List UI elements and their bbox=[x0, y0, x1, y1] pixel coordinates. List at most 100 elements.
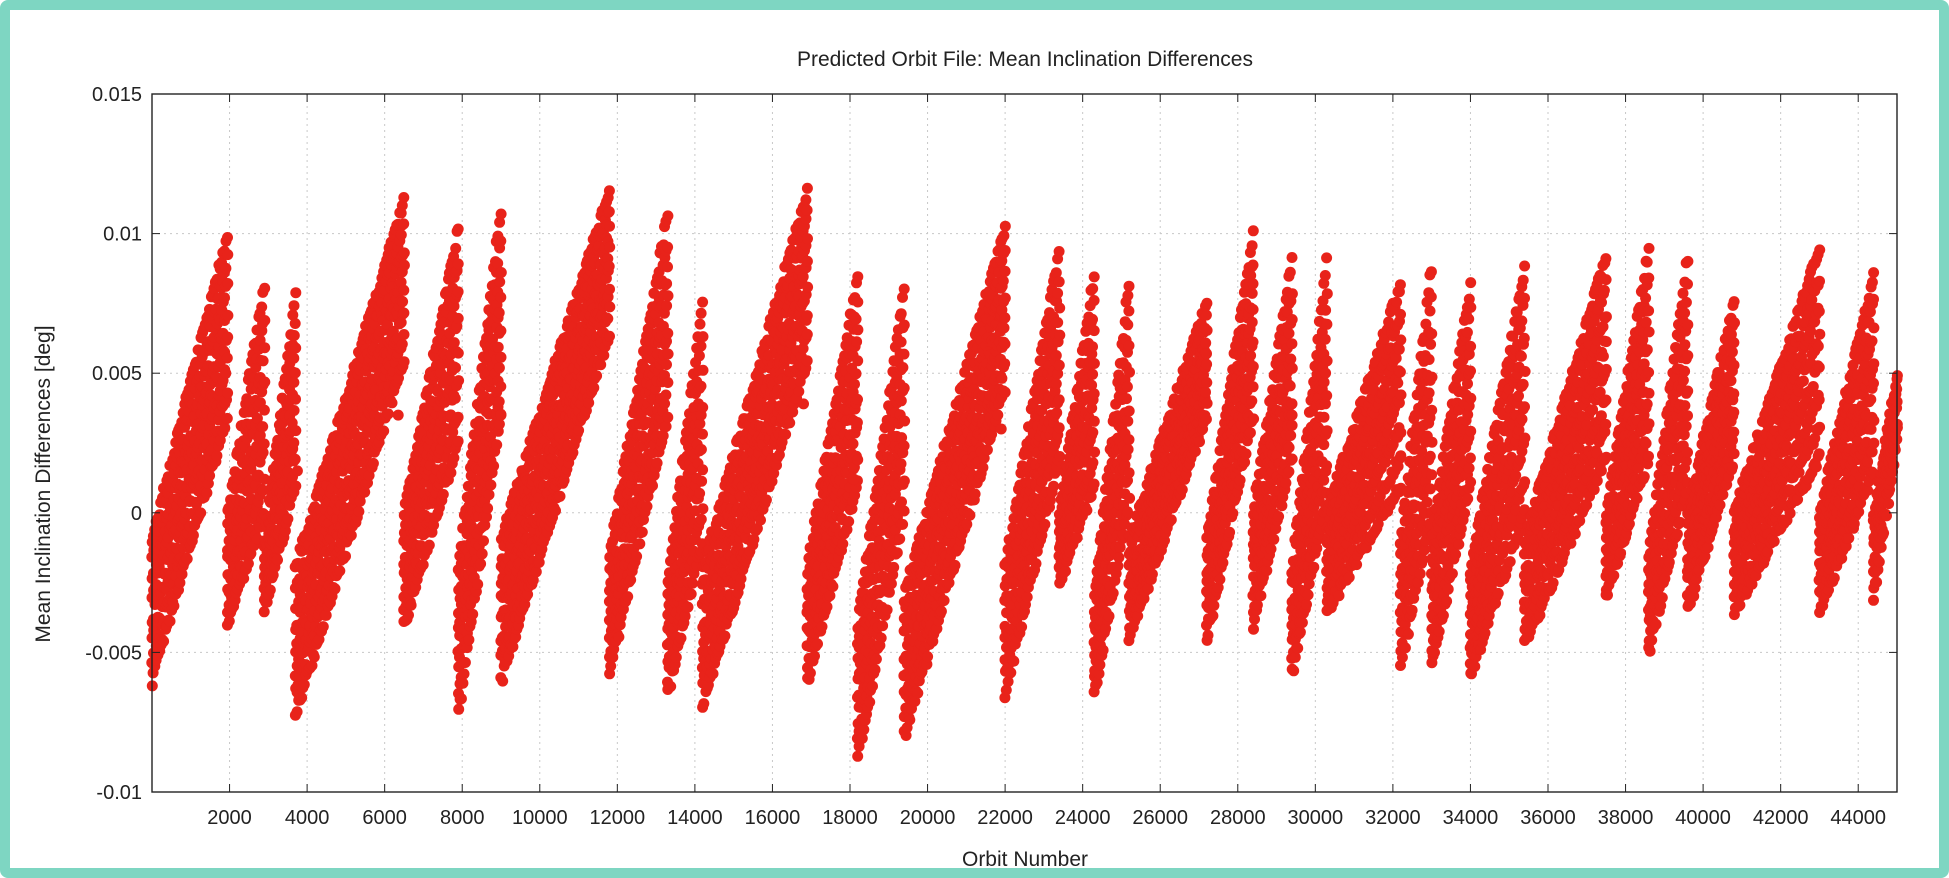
data-point bbox=[852, 454, 864, 466]
data-point bbox=[398, 284, 410, 296]
data-point bbox=[898, 283, 910, 295]
data-point bbox=[491, 439, 503, 451]
data-point bbox=[662, 348, 674, 360]
data-point bbox=[816, 621, 828, 633]
data-point bbox=[804, 667, 816, 679]
data-point bbox=[697, 503, 709, 515]
data-point bbox=[999, 358, 1011, 370]
data-point bbox=[437, 488, 449, 500]
data-point bbox=[999, 265, 1011, 277]
data-point bbox=[223, 615, 235, 627]
data-point bbox=[176, 568, 188, 580]
data-point bbox=[288, 330, 300, 341]
data-point bbox=[802, 281, 814, 293]
data-point bbox=[222, 310, 234, 321]
data-point bbox=[660, 389, 672, 401]
data-point bbox=[378, 425, 390, 437]
data-point bbox=[647, 480, 658, 492]
data-point bbox=[417, 559, 429, 571]
data-point bbox=[867, 680, 878, 692]
data-point bbox=[694, 487, 706, 499]
data-point bbox=[870, 653, 882, 665]
data-point bbox=[897, 362, 909, 373]
data-point bbox=[158, 635, 170, 647]
data-point bbox=[259, 342, 271, 354]
data-point bbox=[488, 460, 500, 472]
data-point bbox=[613, 631, 625, 643]
data-point bbox=[573, 424, 585, 436]
data-point bbox=[452, 312, 464, 324]
data-point bbox=[877, 620, 889, 632]
data-point bbox=[258, 404, 270, 416]
scatter-points bbox=[146, 182, 1903, 762]
data-point bbox=[894, 533, 906, 545]
data-point bbox=[801, 328, 813, 340]
data-point bbox=[221, 412, 233, 424]
data-point bbox=[317, 621, 329, 633]
data-point bbox=[662, 261, 673, 273]
data-point bbox=[852, 355, 864, 367]
data-point bbox=[222, 387, 234, 399]
data-point bbox=[495, 351, 507, 363]
data-point bbox=[398, 356, 410, 368]
data-point bbox=[219, 422, 231, 434]
data-point bbox=[821, 601, 833, 613]
data-point bbox=[1030, 558, 1042, 570]
data-point bbox=[492, 341, 504, 353]
data-point bbox=[895, 395, 907, 407]
data-point bbox=[898, 475, 910, 487]
data-point bbox=[992, 409, 1004, 421]
data-point bbox=[604, 241, 616, 253]
data-point bbox=[495, 267, 507, 278]
data-point bbox=[695, 444, 707, 455]
data-point bbox=[622, 591, 634, 603]
data-point bbox=[467, 608, 479, 620]
data-point bbox=[604, 301, 616, 313]
data-point bbox=[849, 378, 860, 390]
data-point bbox=[801, 355, 813, 367]
data-point bbox=[850, 313, 862, 325]
data-point bbox=[852, 750, 864, 762]
data-point bbox=[707, 668, 719, 680]
data-point bbox=[998, 322, 1010, 334]
data-point bbox=[290, 342, 302, 354]
data-point bbox=[999, 245, 1011, 256]
data-point bbox=[495, 381, 507, 392]
data-point bbox=[494, 276, 506, 288]
data-point bbox=[222, 232, 233, 243]
data-point bbox=[604, 283, 615, 295]
data-point bbox=[1008, 655, 1020, 667]
data-point bbox=[450, 362, 461, 374]
data-point bbox=[662, 377, 674, 388]
data-point bbox=[181, 553, 193, 565]
data-point bbox=[999, 338, 1011, 350]
data-point bbox=[670, 651, 682, 663]
data-point bbox=[591, 370, 603, 382]
data-point bbox=[187, 529, 199, 541]
data-point bbox=[288, 352, 300, 364]
data-point bbox=[661, 300, 673, 312]
data-point bbox=[308, 651, 320, 663]
data-point bbox=[291, 706, 303, 718]
data-point bbox=[602, 313, 614, 325]
data-point bbox=[398, 329, 410, 340]
data-point bbox=[898, 382, 910, 394]
data-point bbox=[660, 421, 672, 432]
data-point bbox=[264, 584, 276, 596]
data-point bbox=[999, 292, 1011, 304]
data-point bbox=[258, 438, 270, 450]
data-point bbox=[675, 632, 687, 644]
data-point bbox=[695, 340, 707, 352]
chart-title: Predicted Orbit File: Mean Inclination D… bbox=[797, 48, 1253, 71]
data-point bbox=[801, 204, 813, 216]
data-point bbox=[801, 310, 813, 322]
data-point bbox=[290, 287, 302, 299]
data-point bbox=[801, 182, 813, 194]
data-point bbox=[850, 368, 862, 380]
data-point bbox=[651, 457, 663, 469]
data-point bbox=[485, 479, 497, 491]
data-point bbox=[588, 382, 600, 394]
data-point bbox=[847, 438, 859, 450]
data-point bbox=[697, 331, 709, 343]
data-point bbox=[259, 376, 271, 388]
